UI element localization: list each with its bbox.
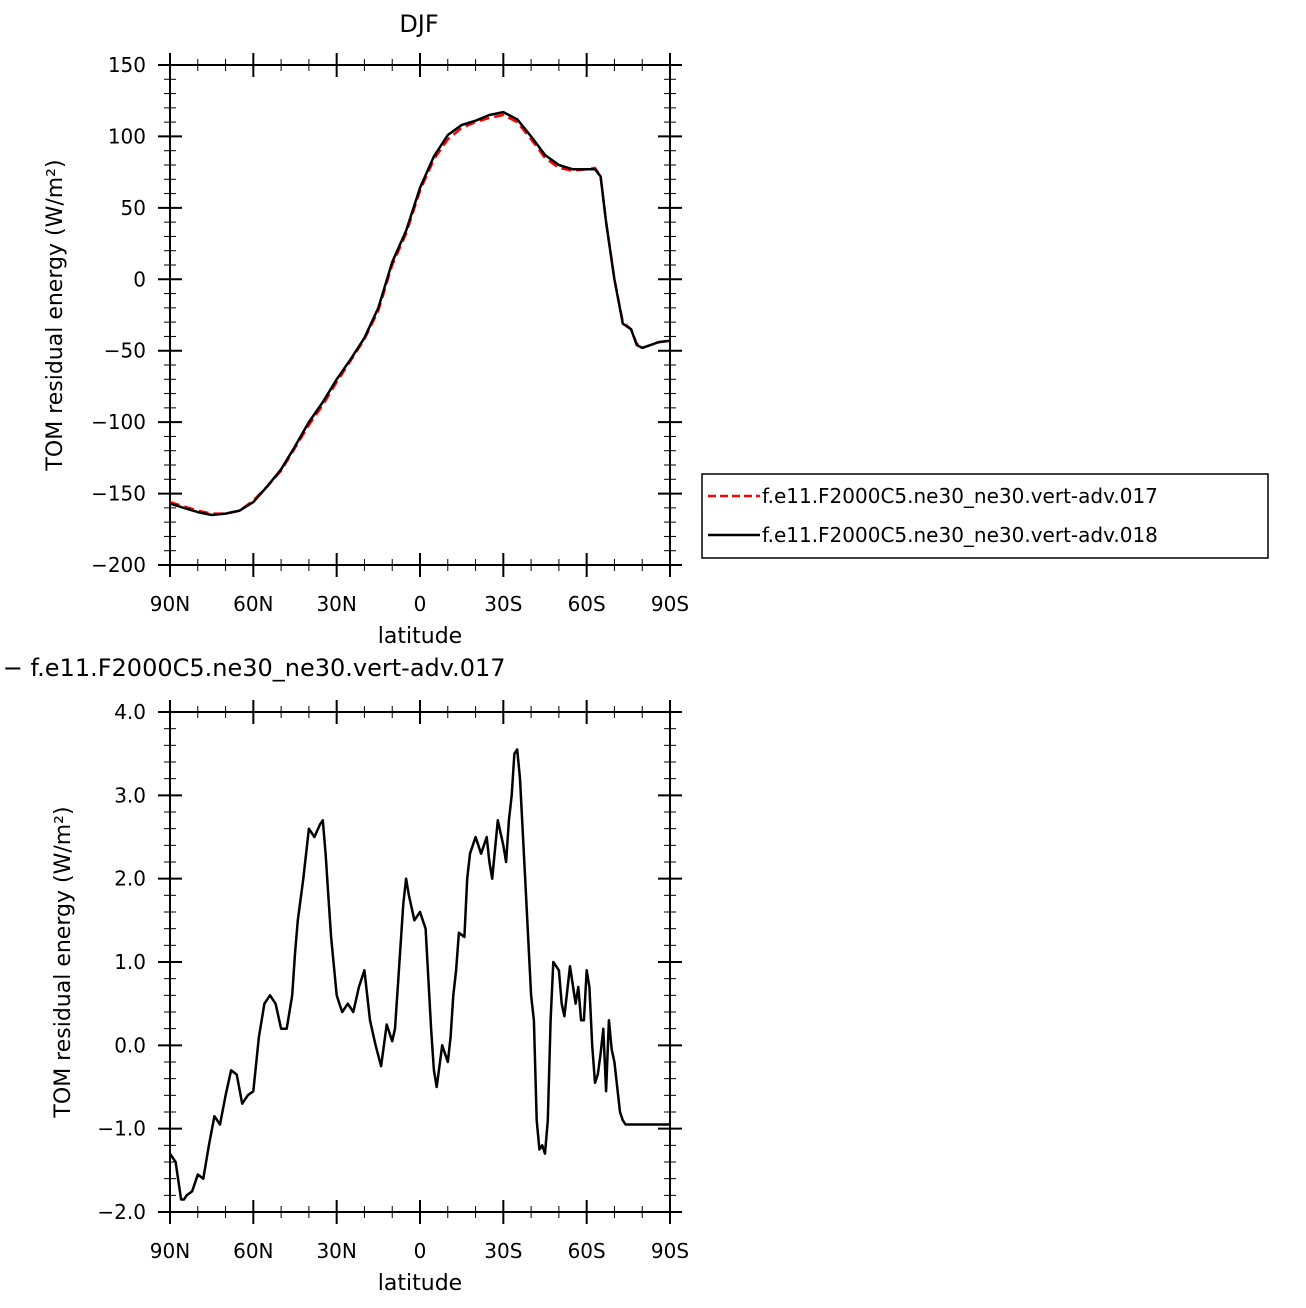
bottom-chart: f.e11.F2000C5.ne30_ne30.vert-adv.018 − f… bbox=[0, 654, 689, 1296]
top-chart-title: DJF bbox=[399, 10, 438, 38]
bottom-y-tick-label: 4.0 bbox=[114, 700, 146, 724]
bottom-y-tick-label: 2.0 bbox=[114, 867, 146, 891]
top-y-tick-label: −200 bbox=[91, 553, 146, 577]
top-x-axis-label: latitude bbox=[378, 624, 462, 649]
bottom-x-tick-label: 0 bbox=[414, 1239, 427, 1263]
bottom-x-tick-label: 60S bbox=[568, 1239, 606, 1263]
bottom-y-tick-label: 0.0 bbox=[114, 1033, 146, 1057]
bottom-x-tick-label: 30N bbox=[316, 1239, 356, 1263]
top-y-tick-label: 0 bbox=[133, 267, 146, 291]
top-x-tick-label: 0 bbox=[414, 592, 427, 616]
bottom-y-axis-label: TOM residual energy (W/m²) bbox=[51, 806, 76, 1118]
bottom-chart-title: f.e11.F2000C5.ne30_ne30.vert-adv.018 − f… bbox=[0, 654, 506, 682]
bottom-y-tick-label: 1.0 bbox=[114, 950, 146, 974]
top-plot-frame bbox=[169, 64, 671, 566]
top-x-tick-label: 90N bbox=[150, 592, 190, 616]
top-y-tick-label: −50 bbox=[104, 339, 146, 363]
top-y-tick-label: 100 bbox=[108, 124, 146, 148]
bottom-x-tick-label: 30S bbox=[484, 1239, 522, 1263]
top-x-tick-label: 90S bbox=[651, 592, 689, 616]
legend-label-0: f.e11.F2000C5.ne30_ne30.vert-adv.017 bbox=[762, 484, 1158, 508]
legend-box bbox=[701, 473, 1269, 559]
top-y-axis-label: TOM residual energy (W/m²) bbox=[43, 159, 68, 471]
bottom-y-tick-label: 3.0 bbox=[114, 783, 146, 807]
top-series-line-1 bbox=[170, 110, 670, 517]
bottom-y-tick-label: −2.0 bbox=[97, 1200, 146, 1224]
top-x-tick-label: 60S bbox=[568, 592, 606, 616]
bottom-x-tick-label: 90N bbox=[150, 1239, 190, 1263]
top-x-tick-label: 60N bbox=[233, 592, 273, 616]
bottom-series-line-0 bbox=[170, 748, 670, 1201]
bottom-x-tick-label: 60N bbox=[233, 1239, 273, 1263]
bottom-x-axis-label: latitude bbox=[378, 1271, 462, 1296]
bottom-x-tick-label: 90S bbox=[651, 1239, 689, 1263]
top-x-tick-label: 30N bbox=[316, 592, 356, 616]
top-y-tick-label: 150 bbox=[108, 53, 146, 77]
top-series-line-0 bbox=[170, 113, 670, 515]
top-y-tick-label: −150 bbox=[91, 482, 146, 506]
top-x-tick-label: 30S bbox=[484, 592, 522, 616]
legend: f.e11.F2000C5.ne30_ne30.vert-adv.017 f.e1… bbox=[701, 473, 1269, 559]
top-y-tick-label: 50 bbox=[121, 196, 146, 220]
bottom-plot-frame bbox=[169, 711, 671, 1213]
bottom-y-tick-label: −1.0 bbox=[97, 1117, 146, 1141]
legend-label-1: f.e11.F2000C5.ne30_ne30.vert-adv.018 bbox=[762, 523, 1158, 547]
top-y-tick-label: −100 bbox=[91, 410, 146, 434]
